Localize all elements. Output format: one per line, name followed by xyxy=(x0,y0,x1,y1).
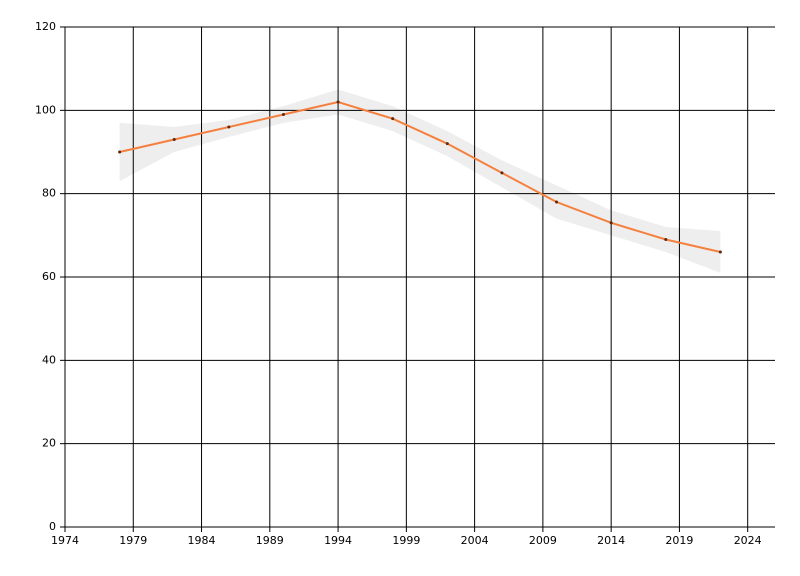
point xyxy=(172,138,176,141)
x-tick-label: 1989 xyxy=(256,534,284,547)
point xyxy=(445,142,449,146)
y-tick-label: 120 xyxy=(35,20,56,33)
point xyxy=(500,171,504,175)
y-tick-label: 60 xyxy=(42,270,56,283)
x-tick-label: 2009 xyxy=(529,534,557,547)
point xyxy=(118,150,122,154)
line xyxy=(119,100,721,253)
point xyxy=(664,238,668,241)
point xyxy=(281,113,285,116)
y-tick-label: 0 xyxy=(49,520,56,533)
point xyxy=(227,125,231,129)
confidence-band xyxy=(119,89,721,273)
x-tick-label: 1984 xyxy=(188,534,216,547)
point xyxy=(555,200,559,204)
x-tick-label: 2004 xyxy=(461,534,489,547)
x-tick-label: 2014 xyxy=(597,534,625,547)
y-tick-label: 80 xyxy=(42,187,56,200)
point xyxy=(391,117,395,121)
x-tick-label: 1999 xyxy=(392,534,420,547)
point xyxy=(336,100,340,104)
x-tick-label: 2024 xyxy=(734,534,762,547)
x-tick-label: 1979 xyxy=(119,534,147,547)
y-tick-label: 20 xyxy=(42,437,56,450)
y-tick-label: 100 xyxy=(35,103,56,116)
y-tick-label: 40 xyxy=(42,353,56,366)
x-tick-label: 2019 xyxy=(665,534,693,547)
point xyxy=(609,221,613,225)
x-tick-label: 1994 xyxy=(324,534,352,547)
point xyxy=(718,250,722,254)
x-tick-label: 1974 xyxy=(51,534,79,547)
